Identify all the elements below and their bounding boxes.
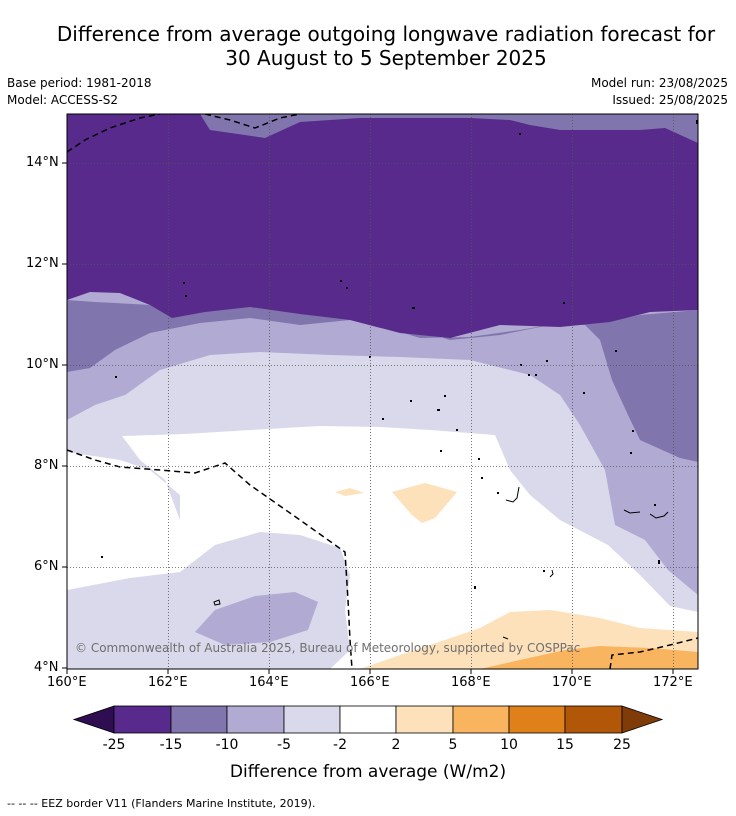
tick-marks: [62, 162, 674, 674]
colorbar-label-10: 25: [613, 737, 631, 753]
colorbar-bin-6: [395, 705, 454, 734]
colorbar-label-9: 15: [556, 737, 574, 753]
colorbar-label-1: -25: [102, 737, 126, 753]
colorbar-bin-5: [339, 705, 397, 734]
model-name: Model: ACCESS-S2: [7, 93, 119, 107]
colorbar-label-4: -5: [277, 737, 291, 753]
colorbar-bin-9: [564, 705, 623, 734]
band-plus2-to-5-patch: [392, 483, 457, 523]
colorbar-label-6: 2: [391, 737, 401, 753]
colorbar-bin-1: [113, 705, 172, 734]
lon-tick-160: 160°E: [47, 675, 87, 690]
meta-left: Base period: 1981-2018 Model: ACCESS-S2: [7, 75, 152, 109]
lon-tick-170: 170°E: [552, 675, 592, 690]
map-frame: [66, 113, 699, 670]
colorbar-bin-3: [226, 705, 285, 734]
colorbar-bin-8: [508, 705, 566, 734]
lon-tick-168: 168°E: [451, 675, 491, 690]
title-line-1: Difference from average outgoing longwav…: [56, 22, 716, 46]
colorbar-title: Difference from average (W/m2): [229, 762, 507, 782]
island-outlines: [213, 486, 669, 640]
lon-tick-166: 166°E: [350, 675, 390, 690]
colorbar-label-7: 5: [448, 737, 458, 753]
map-grid: [67, 114, 698, 669]
issued-date: Issued: 25/08/2025: [612, 93, 728, 107]
colorbar: [72, 705, 664, 734]
lat-tick-6: 6°N: [34, 559, 59, 574]
colorbar-bin-4: [283, 705, 341, 734]
island-marks: [101, 120, 698, 589]
colorbar-under-arrow: [72, 705, 115, 734]
base-period: Base period: 1981-2018: [7, 76, 152, 90]
colorbar-label-5: -2: [333, 737, 347, 753]
chart-title: Difference from average outgoing longwav…: [0, 22, 736, 70]
model-run: Model run: 23/08/2025: [590, 76, 728, 90]
lat-tick-4: 4°N: [34, 660, 59, 675]
lat-tick-12: 12°N: [26, 256, 59, 271]
meta-right: Model run: 23/08/2025 Issued: 25/08/2025: [591, 75, 728, 109]
colorbar-label-3: -10: [215, 737, 239, 753]
lon-tick-172: 172°E: [653, 675, 693, 690]
lon-tick-162: 162°E: [148, 675, 188, 690]
colorbar-bin-2: [170, 705, 228, 734]
band-minus15-to-25: [67, 114, 698, 338]
eez-borders: [67, 114, 698, 669]
colorbar-label-8: 10: [500, 737, 518, 753]
band-plus2-to-5-small: [335, 488, 364, 496]
lon-tick-164: 164°E: [249, 675, 289, 690]
lat-tick-8: 8°N: [34, 458, 59, 473]
band-minus5-to-10-south: [195, 592, 318, 645]
lat-tick-14: 14°N: [26, 155, 59, 170]
anomaly-field: [67, 114, 698, 669]
colorbar-over-arrow: [621, 705, 664, 734]
colorbar-bin-7: [452, 705, 510, 734]
lat-tick-10: 10°N: [26, 357, 59, 372]
copyright-notice: © Commonwealth of Australia 2025, Bureau…: [75, 641, 581, 655]
colorbar-label-2: -15: [159, 737, 183, 753]
title-line-2: 30 August to 5 September 2025: [225, 46, 547, 70]
eez-footnote: -- -- -- EEZ border V11 (Flanders Marine…: [7, 797, 316, 810]
